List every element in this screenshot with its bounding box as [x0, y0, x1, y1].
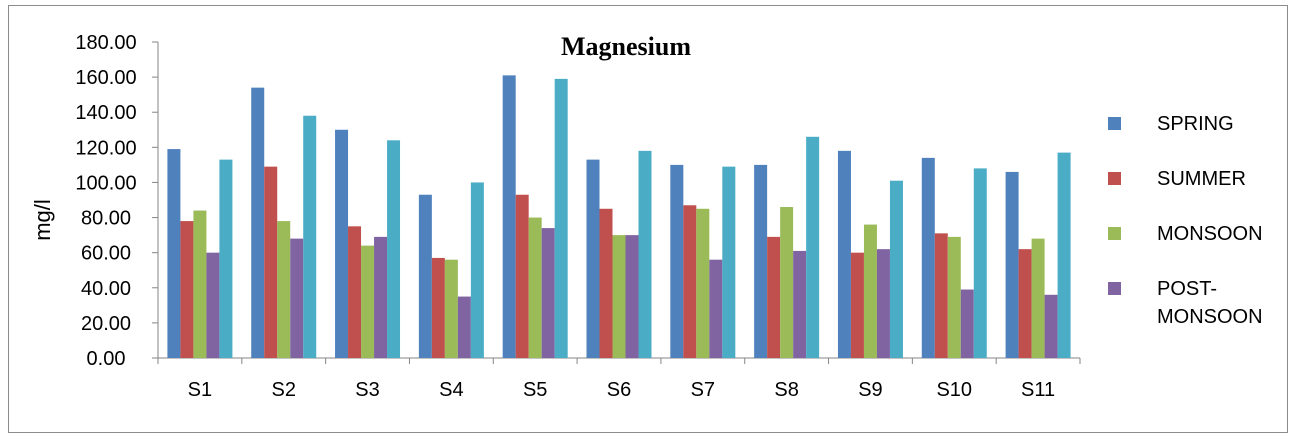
legend-label-monsoon: MONSOON [1157, 223, 1263, 245]
y-tick-label: 60.00 [81, 243, 131, 265]
bar-spring-s3 [335, 129, 349, 358]
bar-series-5-s2 [303, 115, 317, 358]
bar-monsoon-s8 [780, 207, 794, 358]
bar-spring-s4 [418, 194, 432, 358]
legend-key-spring [1108, 117, 1121, 130]
bar-post-monsoon-s1 [206, 252, 220, 358]
bar-spring-s9 [837, 150, 851, 358]
y-tick-label: 20.00 [81, 313, 131, 335]
bar-spring-s6 [586, 159, 600, 358]
bar-summer-s6 [599, 208, 613, 358]
legend-label-spring: SPRING [1157, 113, 1234, 135]
bar-monsoon-s7 [696, 208, 710, 358]
bar-summer-s1 [180, 221, 194, 358]
bar-post-monsoon-s5 [541, 228, 555, 358]
x-tick-label: S9 [858, 379, 882, 401]
bar-monsoon-s4 [444, 259, 458, 358]
bar-spring-s5 [502, 75, 516, 358]
x-tick-label: S8 [774, 379, 798, 401]
x-tick-label: S6 [607, 379, 631, 401]
bar-summer-s2 [264, 166, 278, 358]
bar-monsoon-s2 [277, 221, 291, 358]
bar-summer-s5 [515, 194, 529, 358]
bar-monsoon-s9 [863, 224, 877, 358]
y-tick-label: 40.00 [81, 278, 131, 300]
x-tick-label: S7 [691, 379, 715, 401]
y-tick-label: 120.00 [75, 137, 136, 159]
bar-series-5-s4 [470, 182, 484, 358]
bar-post-monsoon-s3 [374, 236, 388, 358]
bar-post-monsoon-s11 [1044, 294, 1058, 358]
legend: SPRING SUMMER MONSOON POST-MONSOON [1108, 113, 1263, 328]
bar-post-monsoon-s4 [457, 296, 471, 358]
x-tick-label: S5 [523, 379, 547, 401]
bar-series-5-s8 [806, 136, 820, 358]
bar-summer-s9 [850, 252, 864, 358]
bar-series-5-s6 [638, 150, 652, 358]
legend-label-post-monsoon: POST-MONSOON [1157, 278, 1263, 328]
x-tick-label: S3 [355, 379, 379, 401]
bar-series-5-s5 [554, 78, 568, 358]
bar-series-5-s11 [1057, 152, 1071, 358]
bar-monsoon-s10 [947, 236, 961, 358]
bar-summer-s11 [1018, 249, 1032, 358]
y-tick-label: 160.00 [75, 67, 136, 89]
bar-post-monsoon-s6 [625, 235, 639, 358]
x-tick-label: S2 [271, 379, 295, 401]
chart-title: Magnesium [561, 32, 691, 61]
y-tick-label: 180.00 [75, 32, 136, 54]
legend-key-post-monsoon [1108, 282, 1121, 295]
bar-post-monsoon-s2 [290, 238, 304, 358]
bar-monsoon-s11 [1031, 238, 1045, 358]
x-tick-label: S4 [439, 379, 463, 401]
bar-spring-s11 [1005, 171, 1019, 358]
bar-post-monsoon-s9 [876, 249, 890, 358]
bar-summer-s7 [683, 205, 697, 358]
bar-post-monsoon-s8 [793, 250, 807, 358]
bar-monsoon-s5 [528, 217, 542, 358]
y-tick-label: 100.00 [75, 172, 136, 194]
bar-series-5-s3 [387, 140, 401, 358]
bar-spring-s7 [670, 164, 684, 358]
bar-post-monsoon-s10 [960, 289, 974, 358]
x-tick-label: S1 [188, 379, 212, 401]
y-tick-label: 0.00 [87, 348, 126, 370]
legend-key-monsoon [1108, 227, 1121, 240]
x-tick-label: S10 [936, 379, 972, 401]
x-tick-label: S11 [1021, 379, 1055, 401]
bar-summer-s10 [934, 233, 948, 358]
y-tick-label: 140.00 [75, 102, 136, 124]
bar-monsoon-s3 [361, 245, 375, 358]
y-tick-label: 80.00 [81, 208, 131, 230]
legend-label-summer: SUMMER [1157, 168, 1246, 190]
legend-key-summer [1108, 172, 1121, 185]
y-axis-label: mg/l [30, 199, 55, 241]
bar-summer-s8 [767, 236, 781, 358]
bar-spring-s1 [167, 149, 181, 358]
bar-spring-s8 [754, 164, 768, 358]
bar-series-5-s1 [219, 159, 233, 358]
bar-series-5-s7 [722, 166, 736, 358]
bar-summer-s3 [348, 226, 362, 358]
bar-monsoon-s6 [612, 235, 626, 358]
bar-series-5-s10 [973, 168, 987, 358]
bar-post-monsoon-s7 [709, 259, 723, 358]
bar-monsoon-s1 [193, 210, 207, 358]
bar-spring-s2 [251, 87, 265, 359]
bar-series-5-s9 [889, 180, 903, 358]
bar-spring-s10 [921, 157, 935, 358]
bar-summer-s4 [431, 257, 445, 358]
plot-area: 0.00 20.00 40.00 60.00 80.00 100.00 120.00 140.… [75, 32, 1081, 401]
